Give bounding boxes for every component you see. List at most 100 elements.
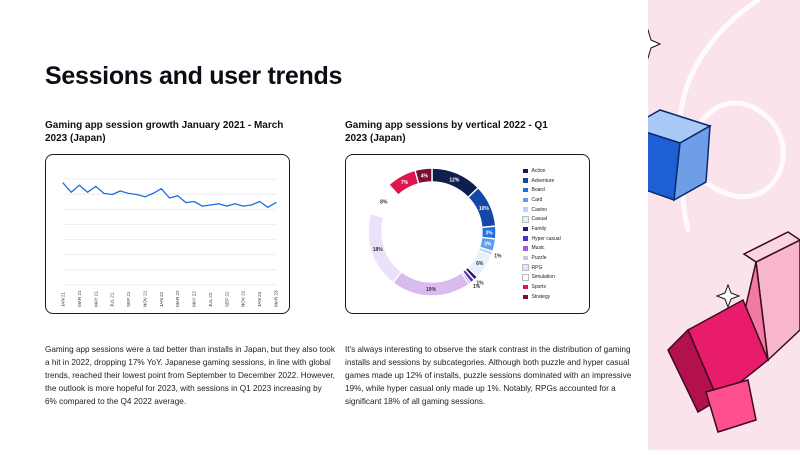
legend-label: Strategy bbox=[531, 293, 551, 300]
x-tick-label: NOV 21 bbox=[142, 290, 147, 307]
sparkle-small-icon bbox=[715, 283, 741, 309]
decorative-shapes bbox=[625, 0, 800, 433]
data-point bbox=[209, 204, 212, 206]
x-tick-label: MAR 21 bbox=[77, 290, 82, 307]
donut-chart-card: 12% 10% 3% 3% 1% 6% 1% 1% 19% 18% 8% 7% 4% bbox=[345, 154, 590, 314]
data-point bbox=[185, 202, 187, 204]
donut-data-label: 1% bbox=[494, 253, 502, 259]
legend-item: Simulation bbox=[522, 273, 561, 283]
x-tick-label: MAY 22 bbox=[192, 291, 197, 307]
data-point bbox=[70, 191, 72, 193]
legend-label: Sports bbox=[531, 284, 546, 291]
legend-item: Casual bbox=[522, 214, 561, 224]
line-chart-card: JAN 21 MAR 21 MAY 21 JUL 21 SEP 21 NOV 21 JAN … bbox=[45, 154, 290, 314]
data-point bbox=[168, 197, 171, 199]
data-point bbox=[95, 185, 97, 187]
donut-data-label: 8% bbox=[380, 199, 388, 205]
data-point bbox=[62, 182, 64, 184]
legend-swatch bbox=[523, 178, 528, 183]
legend-label: Puzzle bbox=[531, 255, 547, 262]
x-tick-label: JAN 23 bbox=[257, 291, 262, 307]
donut-chart: 12%10%3%3%1%6%1%1%19%18%8%7%4% bbox=[367, 167, 502, 297]
legend-label: Action bbox=[531, 167, 546, 174]
sparkle-icon bbox=[634, 28, 662, 60]
cube-decoration bbox=[625, 109, 712, 202]
data-point bbox=[119, 190, 121, 192]
right-body-text: It's always interesting to observe the s… bbox=[345, 345, 632, 406]
x-tick-label: SEP 21 bbox=[126, 291, 131, 307]
data-point bbox=[226, 205, 228, 207]
donut-data-label: 12% bbox=[449, 177, 460, 183]
x-tick-label: JUL 21 bbox=[110, 292, 115, 307]
data-point bbox=[234, 203, 236, 205]
data-point bbox=[267, 206, 269, 208]
data-point bbox=[78, 184, 80, 186]
legend-swatch bbox=[522, 264, 529, 271]
data-point bbox=[218, 203, 220, 205]
donut-data-label: 3% bbox=[485, 230, 493, 236]
legend-swatch bbox=[522, 274, 529, 281]
legend-swatch bbox=[523, 255, 528, 261]
donut-data-label: 18% bbox=[373, 247, 384, 253]
legend-swatch bbox=[523, 168, 528, 174]
legend-label: Family bbox=[531, 225, 547, 232]
legend-item: Strategy bbox=[523, 292, 561, 302]
x-tick-label: MAY 21 bbox=[93, 291, 98, 307]
data-point bbox=[275, 202, 277, 204]
legend-swatch bbox=[523, 246, 528, 251]
legend-swatch bbox=[523, 294, 528, 300]
data-point bbox=[201, 205, 203, 207]
donut-legend: Action Adventure Board Card Casino Casual Fami… bbox=[522, 166, 561, 302]
legend-label: Casino bbox=[531, 206, 548, 213]
legend-label: Board bbox=[531, 187, 545, 194]
data-point bbox=[144, 196, 146, 198]
decorative-side-panel bbox=[625, 0, 800, 450]
x-tick-label: JUL 22 bbox=[208, 292, 213, 307]
x-tick-label: JAN 21 bbox=[61, 291, 66, 307]
data-point bbox=[103, 192, 105, 194]
data-point bbox=[86, 191, 89, 193]
swirl-decoration bbox=[677, 0, 786, 233]
data-point bbox=[111, 193, 113, 196]
x-tick-label: SEP 22 bbox=[224, 291, 229, 307]
line-chart-title: Gaming app session growth January 2021 -… bbox=[45, 120, 284, 144]
session-line-series bbox=[62, 182, 277, 208]
donut-data-label: 7% bbox=[401, 180, 409, 186]
donut-data-label: 4% bbox=[421, 173, 429, 179]
legend-item: Board bbox=[523, 185, 561, 195]
data-point bbox=[152, 192, 154, 194]
legend-label: RPG bbox=[531, 264, 543, 271]
x-tick-label: JAN 22 bbox=[159, 291, 164, 307]
legend-label: Music bbox=[531, 245, 545, 252]
legend-swatch bbox=[523, 197, 528, 203]
legend-item: Hyper casual bbox=[523, 234, 561, 244]
donut-data-label: 19% bbox=[426, 287, 437, 293]
legend-label: Adventure bbox=[531, 177, 555, 184]
data-point bbox=[177, 195, 179, 197]
gem-decoration bbox=[667, 231, 800, 433]
legend-swatch bbox=[523, 284, 528, 290]
legend-swatch bbox=[523, 187, 528, 193]
legend-item: Casino bbox=[523, 205, 561, 215]
data-point bbox=[259, 200, 261, 203]
data-point bbox=[160, 188, 162, 190]
legend-swatch bbox=[523, 207, 528, 212]
legend-label: Hyper casual bbox=[531, 235, 561, 242]
legend-swatch bbox=[522, 216, 529, 223]
page-title: Sessions and user trends bbox=[45, 62, 343, 90]
data-point bbox=[127, 192, 130, 194]
legend-swatch bbox=[523, 226, 528, 232]
data-point bbox=[193, 200, 195, 203]
legend-item: Music bbox=[523, 244, 561, 254]
x-tick-label: MAR 22 bbox=[175, 290, 180, 307]
legend-label: Simulation bbox=[531, 274, 555, 281]
legend-item: Sports bbox=[523, 282, 561, 292]
donut-data-label: 1% bbox=[476, 281, 484, 287]
legend-swatch bbox=[523, 236, 528, 241]
legend-item: Adventure bbox=[523, 176, 561, 186]
donut-data-label: 6% bbox=[476, 261, 484, 267]
left-body-text: Gaming app sessions were a tad better th… bbox=[45, 345, 335, 406]
donut-data-label: 3% bbox=[484, 242, 492, 248]
legend-item: Family bbox=[523, 224, 561, 234]
legend-label: Card bbox=[531, 196, 543, 203]
